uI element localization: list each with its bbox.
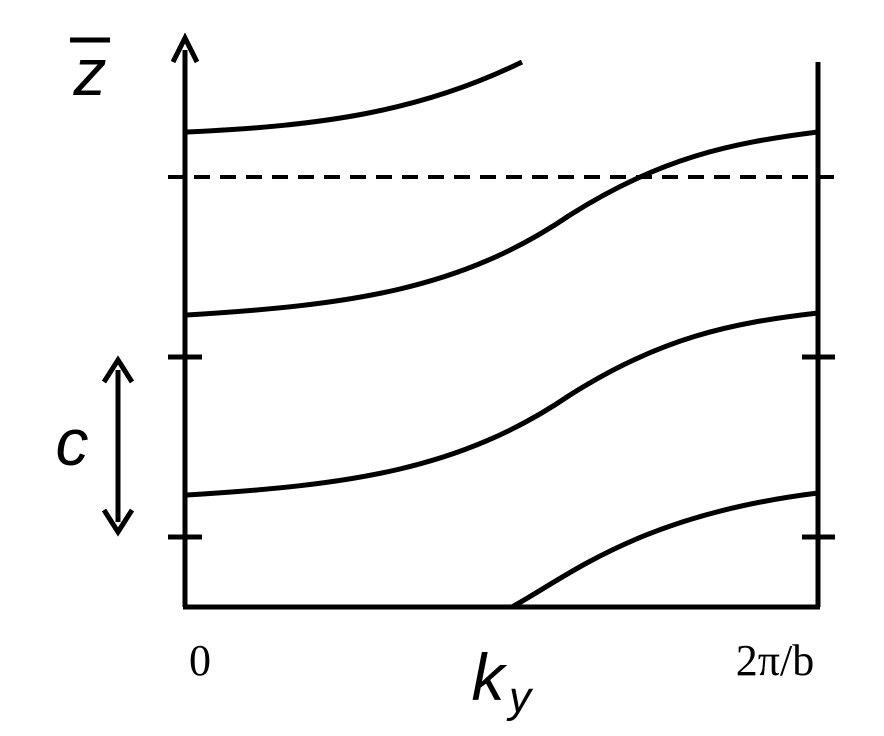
period-arrow bbox=[101, 355, 135, 537]
curves bbox=[186, 59, 819, 610]
band-curve bbox=[186, 129, 819, 318]
period-label: c bbox=[56, 405, 89, 479]
x-axis-subscript: y bbox=[506, 673, 534, 722]
vertical-axis-label: z bbox=[73, 35, 107, 109]
x-end-label: 2π/b bbox=[736, 636, 814, 685]
band-curve bbox=[186, 59, 524, 135]
x-axis-label: k bbox=[472, 640, 508, 714]
band-curve bbox=[510, 490, 819, 610]
axes bbox=[168, 32, 835, 610]
x-start-label: 0 bbox=[189, 636, 211, 685]
band-curve bbox=[186, 310, 819, 498]
axis-arrowhead bbox=[170, 32, 200, 64]
